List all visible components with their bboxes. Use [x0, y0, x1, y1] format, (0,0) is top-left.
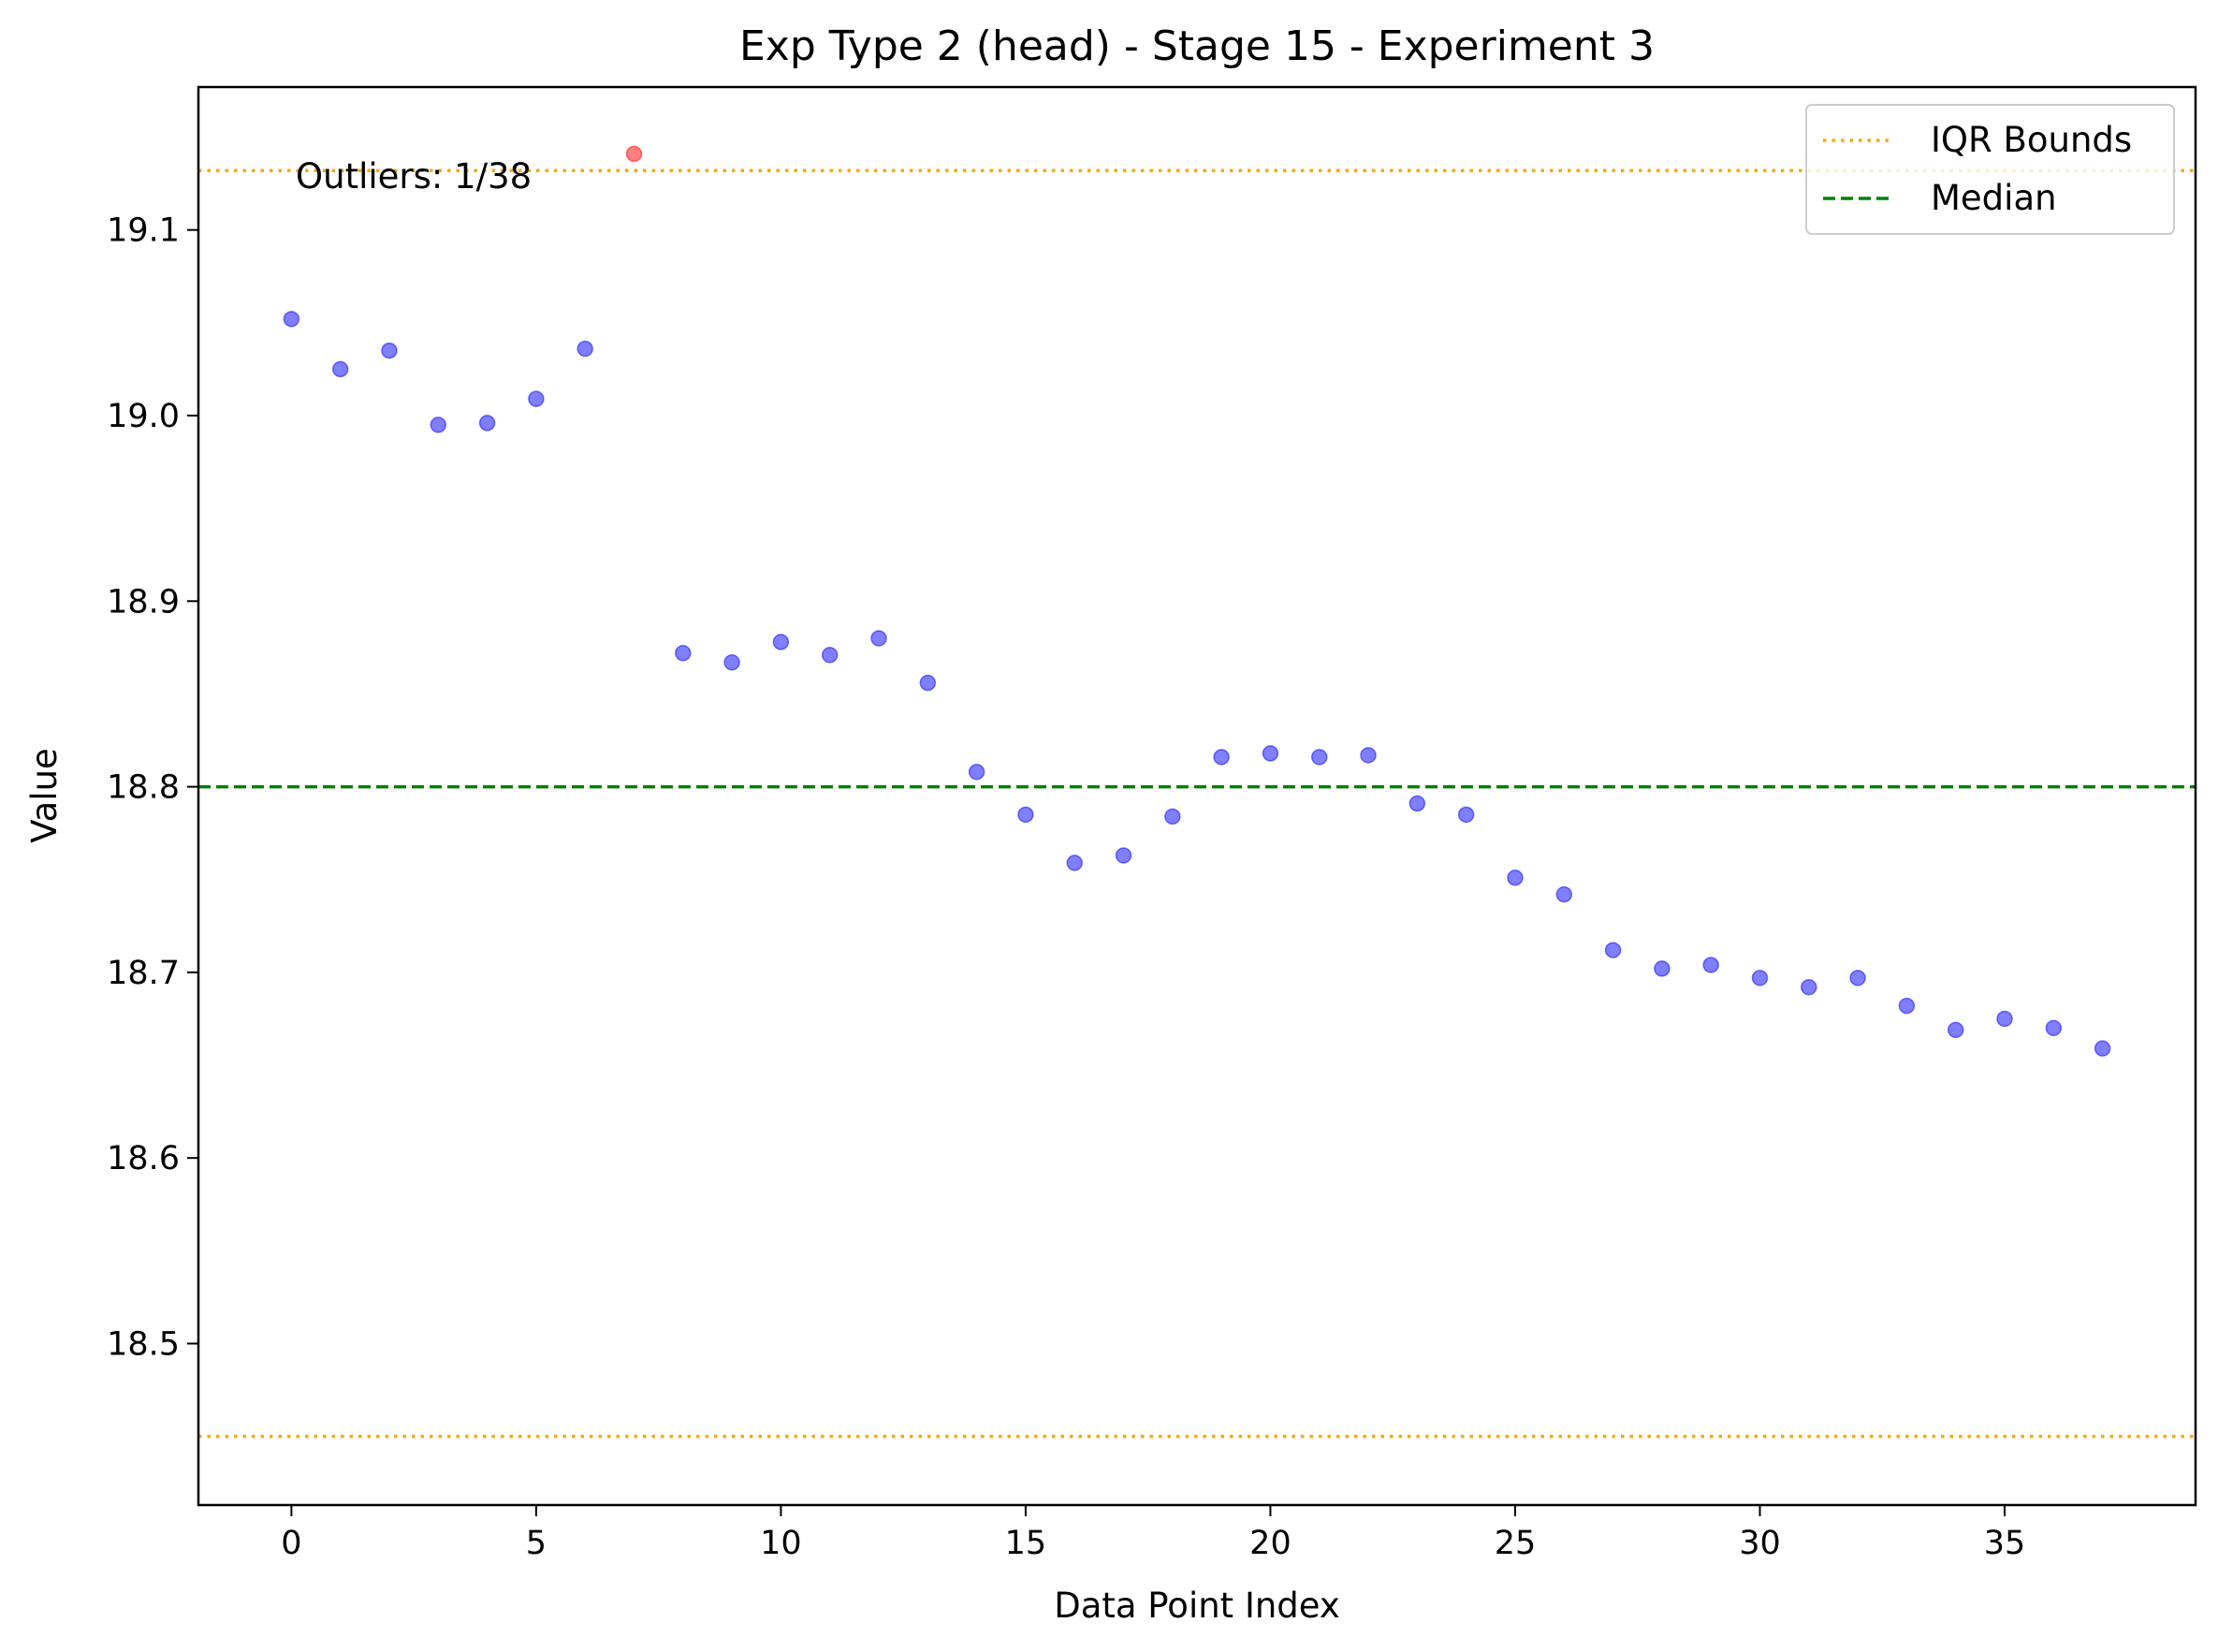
data-point-30	[1751, 970, 1769, 987]
data-point-11	[821, 647, 839, 664]
chart-title: Exp Type 2 (head) - Stage 15 - Experimen…	[739, 22, 1655, 70]
data-point-2	[381, 342, 398, 359]
x-tick-label-25: 25	[1495, 1525, 1537, 1562]
data-point-33	[1898, 997, 1916, 1015]
x-tick-label-10: 10	[760, 1525, 802, 1562]
data-point-16	[1066, 855, 1083, 871]
x-tick-label-15: 15	[1005, 1525, 1047, 1562]
y-tick-label-1: 18.6	[107, 1140, 180, 1177]
y-tick-label-2: 18.7	[107, 955, 180, 992]
data-point-6	[576, 340, 593, 358]
data-point-26	[1555, 885, 1573, 903]
legend-box	[1805, 104, 2175, 235]
data-point-37	[2094, 1040, 2111, 1057]
data-point-29	[1702, 957, 1719, 973]
data-point-25	[1507, 870, 1524, 886]
x-tick-label-30: 30	[1739, 1525, 1781, 1562]
y-axis-label: Value	[24, 748, 65, 843]
x-tick-label-20: 20	[1249, 1525, 1291, 1562]
data-point-14	[968, 763, 985, 781]
y-axis-ticks: 18.5 18.6 18.7 18.8 18.9 19.0 19.1	[107, 212, 198, 1363]
y-tick-label-4: 18.9	[107, 583, 180, 621]
data-point-22	[1360, 747, 1377, 764]
data-point-8	[675, 645, 692, 662]
plot-frame	[197, 85, 2197, 1507]
legend: IQR Bounds Median	[1805, 104, 2175, 235]
data-point-32	[1849, 970, 1866, 987]
data-point-24	[1457, 806, 1475, 824]
outlier-point-7	[625, 145, 643, 163]
x-axis-label: Data Point Index	[1054, 1586, 1340, 1626]
outlier-count-annotation: Outliers: 1/38	[296, 156, 532, 197]
data-point-13	[919, 674, 937, 692]
data-point-27	[1604, 942, 1622, 958]
data-point-10	[772, 634, 790, 651]
data-point-0	[283, 311, 300, 328]
y-tick-label-6: 19.1	[107, 212, 180, 250]
legend-label-iqr-bounds: IQR Bounds	[1931, 120, 2132, 160]
data-point-35	[1996, 1010, 2013, 1028]
data-point-28	[1654, 960, 1671, 977]
data-point-18	[1164, 808, 1181, 826]
data-point-15	[1017, 806, 1034, 824]
data-point-19	[1213, 749, 1230, 766]
data-point-20	[1262, 745, 1279, 762]
x-axis-ticks: 0 5 10 15 20 25 30 35	[281, 1505, 2025, 1562]
x-tick-label-5: 5	[526, 1525, 547, 1562]
data-point-23	[1408, 795, 1426, 812]
data-point-5	[528, 390, 545, 407]
data-point-12	[870, 630, 887, 647]
y-tick-label-3: 18.8	[107, 769, 180, 807]
data-points	[283, 145, 2111, 1057]
data-point-4	[478, 415, 496, 431]
x-tick-label-35: 35	[1984, 1525, 2026, 1562]
data-point-21	[1311, 749, 1328, 766]
data-point-17	[1115, 847, 1132, 864]
y-tick-label-5: 19.0	[107, 398, 180, 435]
data-point-36	[2045, 1019, 2063, 1037]
y-tick-label-0: 18.5	[107, 1325, 180, 1363]
data-point-3	[430, 417, 447, 433]
x-tick-label-0: 0	[281, 1525, 301, 1562]
data-point-1	[331, 360, 349, 378]
data-point-9	[723, 653, 740, 671]
data-point-31	[1801, 978, 1817, 996]
data-point-34	[1947, 1021, 1964, 1039]
legend-label-median: Median	[1931, 178, 2057, 218]
